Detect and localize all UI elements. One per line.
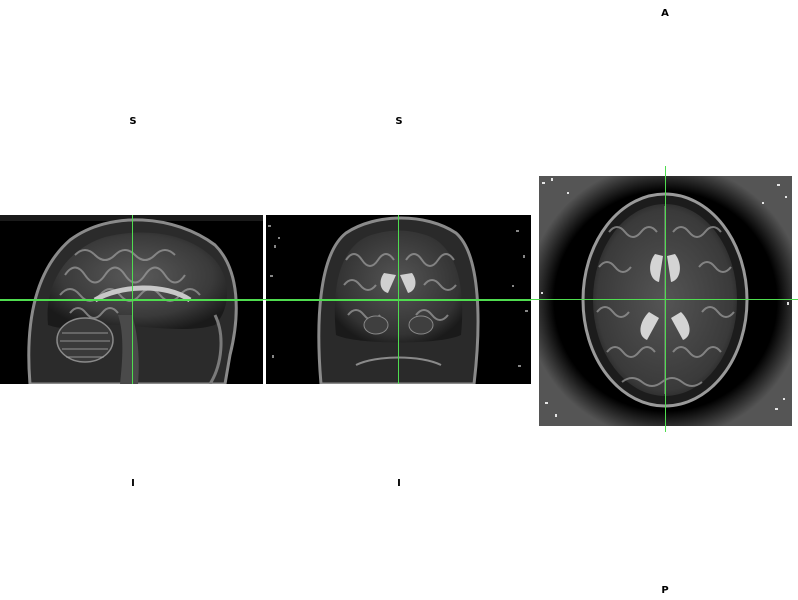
- sagittal-view[interactable]: [0, 215, 263, 384]
- coronal-superior-label: S: [395, 116, 403, 127]
- axial-slice-image: [539, 176, 792, 426]
- sagittal-superior-label: S: [129, 116, 137, 127]
- sagittal-slice-image: [0, 215, 263, 384]
- sagittal-inferior-label: I: [131, 478, 135, 489]
- axial-posterior-label: P: [661, 585, 669, 596]
- coronal-slice-image: [266, 215, 531, 384]
- coronal-inferior-label: I: [397, 478, 401, 489]
- axial-view[interactable]: [537, 172, 794, 428]
- coronal-view[interactable]: [266, 215, 531, 384]
- axial-anterior-label: A: [661, 8, 669, 19]
